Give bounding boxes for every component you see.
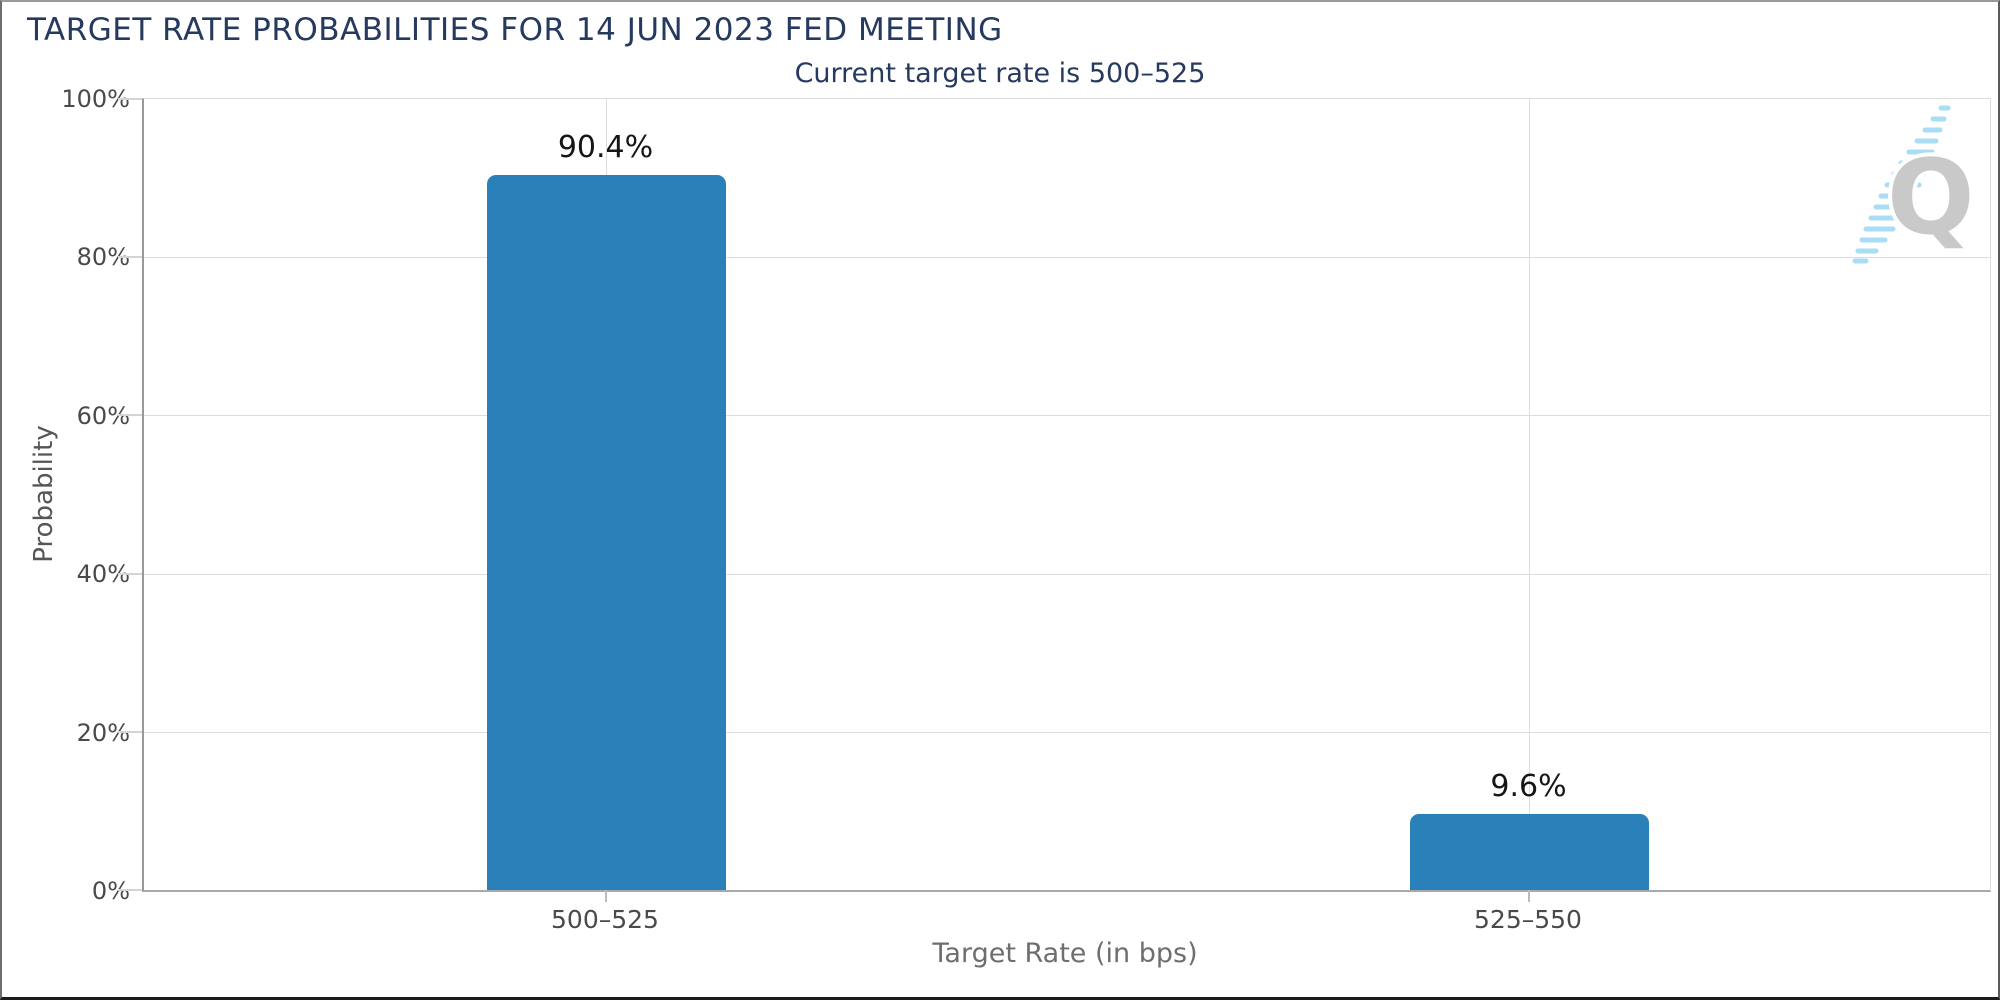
x-axis-title: Target Rate (in bps)	[932, 938, 1198, 969]
plot-area: 90.4% 9.6%	[118, 98, 1991, 902]
bar-value-label-1: 90.4%	[557, 129, 654, 165]
y-tick-label-60: 60%	[76, 402, 130, 430]
x-tick-label-1: 500–525	[551, 905, 659, 934]
bar-value-label-2: 9.6%	[1490, 769, 1567, 805]
y-tick-label-40: 40%	[76, 560, 130, 588]
y-tick-80	[118, 256, 142, 259]
y-tick-label-100: 100%	[61, 85, 130, 113]
logo-swoosh-icon: Q	[1852, 105, 1979, 264]
y-axis-title: Probability	[29, 425, 59, 563]
bar-500-525[interactable]	[486, 174, 726, 890]
y-tick-20	[118, 730, 142, 733]
gridline-80	[144, 257, 1990, 259]
y-tick-label-80: 80%	[76, 243, 130, 271]
gridline-60	[144, 415, 1990, 417]
y-tick-label-0: 0%	[91, 877, 130, 905]
y-tick-40	[118, 572, 142, 575]
x-tick-cat-2	[1527, 890, 1530, 902]
gridline-cat-2	[1528, 99, 1530, 890]
brand-watermark: Q	[1847, 102, 1979, 272]
logo-letter: Q	[1887, 138, 1975, 258]
chart-title: TARGET RATE PROBABILITIES FOR 14 JUN 202…	[27, 12, 1003, 48]
bar-525-550[interactable]	[1409, 814, 1649, 890]
x-tick-cat-1	[604, 890, 607, 902]
y-tick-0	[118, 889, 142, 891]
y-tick-60	[118, 414, 142, 417]
x-tick-label-2: 525–550	[1474, 905, 1582, 934]
y-tick-label-20: 20%	[76, 719, 130, 747]
gridline-40	[144, 573, 1990, 575]
y-tick-100	[118, 98, 142, 100]
chart-subtitle: Current target rate is 500–525	[794, 58, 1206, 89]
gridline-20	[144, 731, 1990, 733]
